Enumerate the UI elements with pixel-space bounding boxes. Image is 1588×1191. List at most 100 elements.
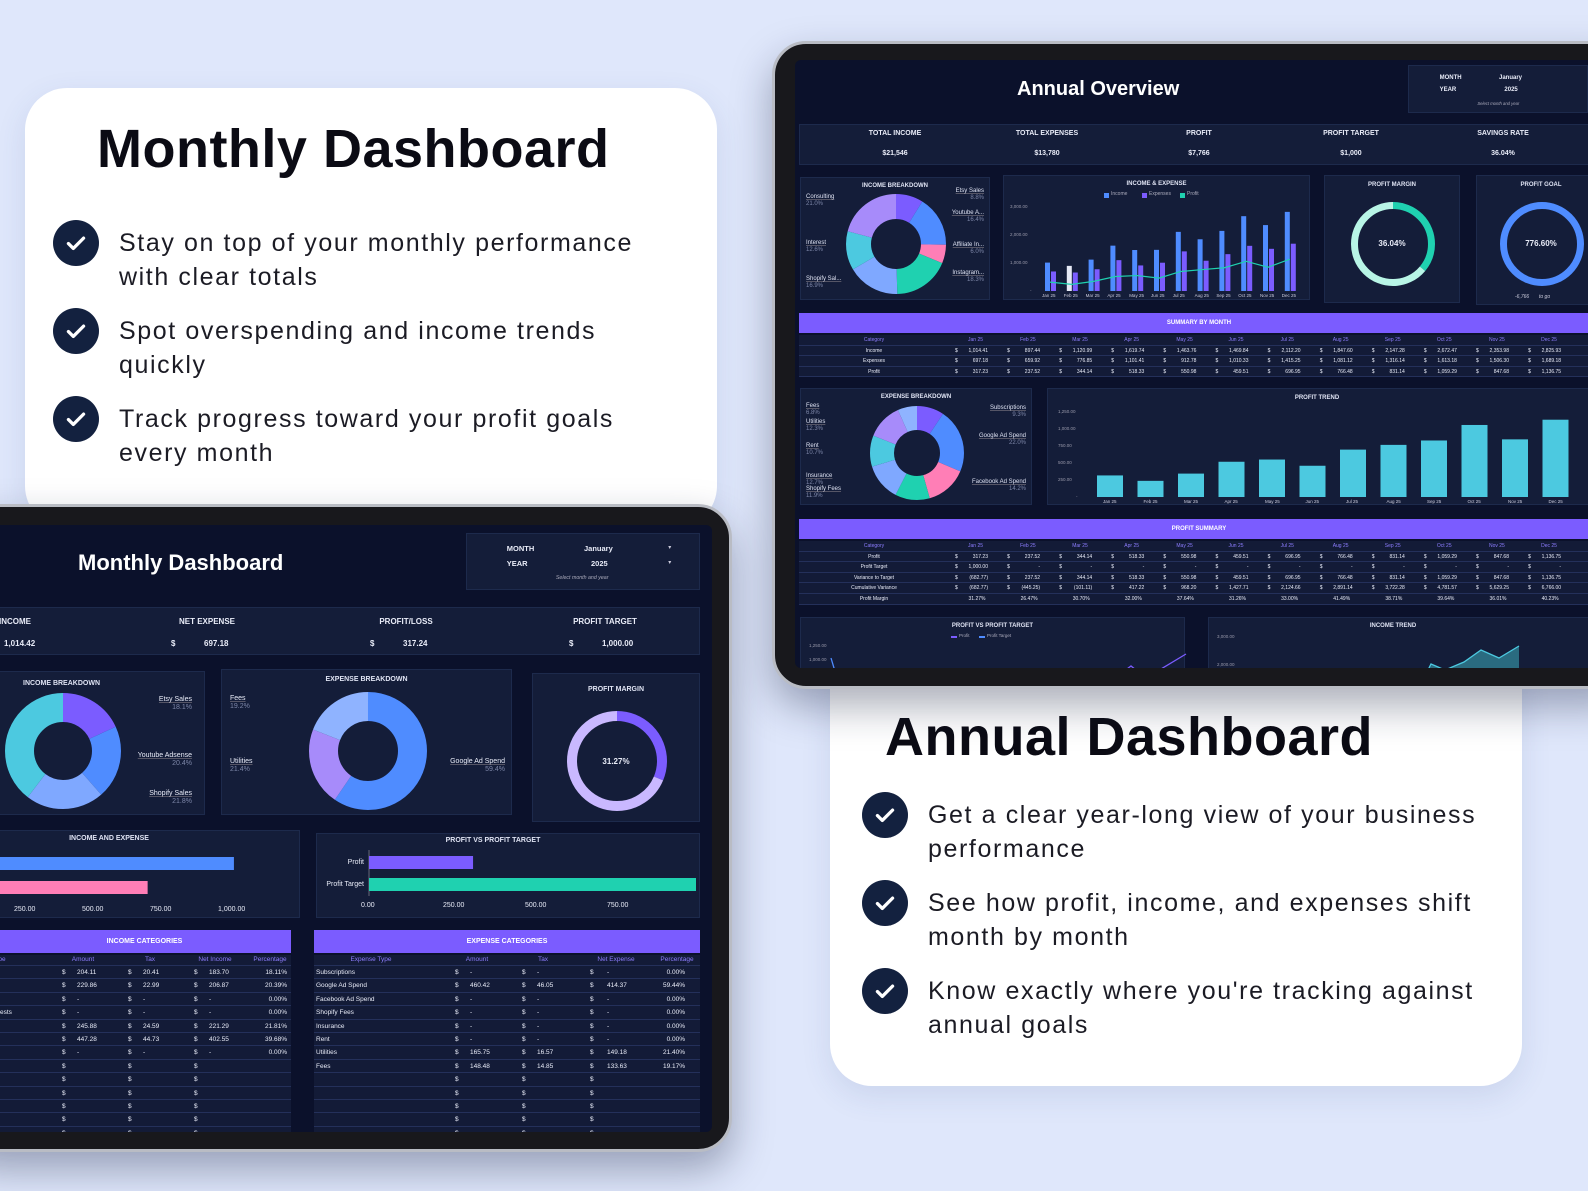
column-header: Nov 25 [1489, 543, 1505, 549]
category-name: Rent [316, 1036, 330, 1043]
month-dropdown[interactable]: January [584, 544, 613, 554]
table-row: $204.11 $20.41 $183.70 18.11% [0, 966, 291, 980]
legend-label: Youtube A... [951, 210, 984, 216]
cell-value: 459.51 [1233, 368, 1249, 375]
expense-bar [1116, 260, 1122, 291]
check-circle-icon [862, 968, 908, 1014]
panel-title: INCOME BREAKDOWN [862, 183, 928, 189]
profit-trend-chart [1097, 419, 1569, 497]
column-header: Jun 25 [1228, 543, 1244, 549]
currency-symbol: $ [1319, 368, 1323, 375]
x-tick-label: Sep 25 [1427, 499, 1442, 504]
column-header: Amount [465, 956, 489, 963]
currency-symbol: $ [522, 1130, 526, 1132]
cell-value: 1,463.76 [1176, 347, 1197, 354]
income-expense-panel: INCOME & EXPENSE Income Expenses Profit - 1,0… [1003, 175, 1310, 300]
x-tick-label: 1,000.00 [218, 906, 246, 913]
expense-bar [1269, 248, 1274, 291]
column-header: Oct 25 [1436, 543, 1452, 549]
cell-value: - [470, 1036, 473, 1043]
cell-value: - [537, 1022, 540, 1030]
cell-value: 16.57 [537, 1049, 554, 1057]
income-bar [1197, 239, 1203, 291]
chevron-down-icon[interactable]: ▾ [668, 560, 672, 567]
cell-value: 14.85 [537, 1062, 554, 1070]
currency-symbol: $ [455, 995, 459, 1003]
income-line [1428, 645, 1520, 668]
currency-symbol: $ [1059, 358, 1062, 364]
profit-goal-panel: PROFIT GOAL 776.60% -6,766 to go [1476, 175, 1588, 305]
year-dropdown[interactable]: 2025 [591, 559, 608, 569]
column-header: Nov 25 [1489, 337, 1505, 343]
x-tick-label: May 25 [1265, 499, 1280, 504]
column-header: Oct 25 [1436, 337, 1452, 343]
currency-symbol: $ [1111, 574, 1115, 581]
currency-symbol: $ [522, 1036, 526, 1043]
cell-value: 847.68 [1493, 368, 1509, 375]
cell-value: 1,316.14 [1385, 358, 1405, 364]
x-tick-label: 500.00 [82, 906, 104, 913]
check-circle-icon [862, 792, 908, 838]
panel-title: EXPENSE BREAKDOWN [880, 394, 952, 400]
year-dropdown[interactable]: 2025 [1504, 87, 1518, 94]
donut-chart [309, 692, 427, 810]
profit-bar [369, 856, 474, 869]
cell-value: 344.14 [1076, 553, 1093, 560]
table-row: Profit Margin 31.27% 26.47% 30.70% 32.00% 37.… [799, 594, 1588, 605]
category-name: Google Ad Spend [316, 982, 367, 990]
cell-value: 459.51 [1233, 553, 1249, 560]
legend-label: Shopify Fees [806, 486, 842, 492]
table-row: Facebook Ad Spend $ - $ - $ - 0.00% [314, 992, 700, 1007]
legend-label: Rent [806, 443, 819, 449]
column-header: Net Expense [597, 956, 635, 963]
x-tick-label: Dec 25 [1548, 499, 1563, 504]
table-header-bar: SUMMARY BY MONTH [799, 313, 1588, 333]
legend-percent: 8.8% [970, 195, 984, 201]
column-header: Category [863, 337, 885, 343]
table-row: $229.86 $22.99 $206.87 20.39% [0, 979, 291, 993]
cell-value: 4,781.57 [1437, 585, 1457, 592]
table-row: $ $ $ [0, 1113, 291, 1127]
kpi-value: $1,000 [1340, 150, 1362, 157]
profit-target-bar [369, 878, 696, 891]
x-tick-label: Oct 25 [1238, 293, 1252, 298]
cell-value: 1,689.18 [1541, 358, 1562, 364]
cell-value: - [1507, 564, 1509, 571]
column-header: Aug 25 [1332, 337, 1349, 343]
profit-bar [1178, 473, 1204, 497]
column-header: Apr 25 [1124, 337, 1140, 343]
x-tick-label: Dec 25 [1281, 293, 1297, 298]
column-header: Jul 25 [1280, 337, 1294, 343]
table-row: $ $ $ [0, 1086, 291, 1100]
legend-percent: 12.7% [806, 480, 824, 486]
month-dropdown[interactable]: January [1499, 74, 1523, 81]
currency-symbol: $ [1007, 347, 1010, 354]
cell-value: 518.33 [1129, 574, 1145, 581]
row-label: Variance to Target [853, 574, 895, 581]
table-row: Rent $ - $ - $ - 0.00% [314, 1033, 700, 1047]
currency-symbol: $ [62, 1116, 66, 1124]
profit-target-line [830, 657, 835, 668]
progress-ring [567, 711, 667, 811]
currency-symbol: $ [455, 1116, 459, 1124]
x-tick-label: Jan 25 [1103, 499, 1117, 504]
currency-symbol: $ [1267, 368, 1271, 375]
column-header: Category [863, 543, 885, 549]
legend-label: Etsy Sales [955, 188, 984, 194]
cell-value: 30.70% [1072, 596, 1090, 602]
income-area [1429, 646, 1519, 668]
currency-symbol: $ [1371, 585, 1375, 592]
cell-value: 550.98 [1181, 574, 1197, 581]
legend-label: Etsy Sales [158, 696, 192, 703]
legend-percent: 6.8% [806, 410, 820, 416]
table-row: $ $ $ [0, 1073, 291, 1087]
cell-value: 148.48 [470, 1062, 490, 1070]
cell-value: (682.77) [969, 574, 988, 581]
x-tick-label: Jun 25 [1305, 499, 1320, 504]
table-row: $ $ $ [314, 1100, 700, 1114]
currency-symbol: $ [1163, 368, 1167, 375]
kpi-strip: INCOME 1,014.42 NET EXPENSE $697.18 PROFIT/L… [0, 607, 700, 655]
profit-bar [1137, 480, 1164, 497]
chevron-down-icon[interactable]: ▾ [668, 545, 672, 552]
currency-symbol: $ [1476, 585, 1479, 592]
